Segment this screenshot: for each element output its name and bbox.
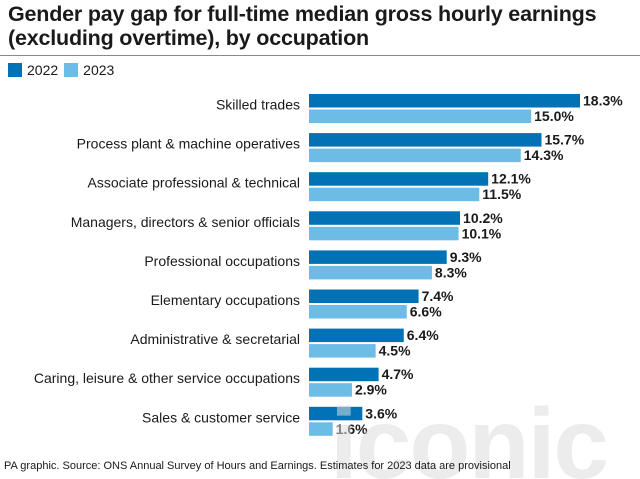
category-label-elementary-occupations: Elementary occupations (151, 292, 300, 308)
value-label-2023-process-plant-machine-operatives: 14.3% (524, 147, 564, 163)
value-label-2023-administrative-secretarial: 4.5% (379, 343, 411, 359)
bar-2022-professional-occupations (309, 250, 447, 264)
bar-2023-professional-occupations (309, 265, 432, 280)
category-label-skilled-trades: Skilled trades (216, 97, 300, 113)
bar-2023-associate-professional-technical (309, 187, 480, 202)
value-label-2023-skilled-trades: 15.0% (534, 108, 574, 124)
bar-2022-administrative-secretarial (309, 328, 404, 343)
bar-2023-skilled-trades (309, 109, 532, 123)
bar-2023-administrative-secretarial (309, 344, 376, 358)
category-label-sales-customer-service: Sales & customer service (142, 409, 300, 425)
value-label-2023-professional-occupations: 8.3% (435, 264, 467, 280)
bar-2022-associate-professional-technical (309, 172, 489, 186)
category-label-process-plant-machine-operatives: Process plant & machine operatives (77, 136, 300, 152)
bar-2022-managers-directors-senior-officials (309, 211, 461, 225)
bar-2023-caring-leisure-other-service-occupations (309, 383, 352, 397)
category-label-administrative-secretarial: Administrative & secretarial (130, 331, 300, 347)
bar-2022-process-plant-machine-operatives (309, 133, 542, 147)
value-label-2022-process-plant-machine-operatives: 15.7% (544, 132, 584, 148)
bar-2023-elementary-occupations (309, 305, 407, 319)
value-label-2023-associate-professional-technical: 11.5% (482, 186, 521, 202)
legend-swatch-2022 (8, 63, 22, 77)
legend-label-2022: 2022 (27, 62, 59, 78)
bar-2023-sales-customer-service (309, 422, 333, 436)
legend-swatch-2023 (64, 63, 79, 77)
value-label-2022-associate-professional-technical: 12.1% (491, 171, 531, 187)
value-label-2022-administrative-secretarial: 6.4% (407, 327, 439, 343)
value-label-2022-managers-directors-senior-officials: 10.2% (463, 210, 503, 226)
bar-2022-skilled-trades (309, 94, 580, 108)
value-label-2022-elementary-occupations: 7.4% (422, 288, 454, 304)
chart-title: Gender pay gap for full-time median gros… (8, 2, 597, 50)
category-label-associate-professional-technical: Associate professional & technical (88, 175, 300, 191)
bar-2023-managers-directors-senior-officials (309, 226, 459, 241)
bar-2023-process-plant-machine-operatives (309, 148, 521, 163)
value-label-2023-managers-directors-senior-officials: 10.1% (462, 225, 502, 241)
source-footer: PA graphic. Source: ONS Annual Survey of… (4, 460, 511, 472)
bar-2022-sales-customer-service (309, 406, 363, 421)
legend-item-2022: 2022 (8, 62, 58, 78)
bar-2022-elementary-occupations (309, 289, 419, 303)
value-label-2022-skilled-trades: 18.3% (583, 93, 623, 109)
title-divider (0, 55, 640, 56)
legend: 2022 2023 (8, 62, 120, 78)
category-label-caring-leisure-other-service-occupations: Caring, leisure & other service occupati… (34, 370, 300, 386)
value-label-2022-caring-leisure-other-service-occupations: 4.7% (382, 366, 414, 382)
legend-label-2023: 2023 (83, 62, 115, 78)
value-label-2023-elementary-occupations: 6.6% (410, 304, 442, 320)
category-label-professional-occupations: Professional occupations (144, 253, 300, 269)
category-label-managers-directors-senior-officials: Managers, directors & senior officials (71, 214, 300, 230)
value-label-2023-sales-customer-service: 1.6% (336, 421, 368, 437)
value-label-2022-sales-customer-service: 3.6% (365, 405, 397, 421)
legend-item-2023: 2023 (64, 62, 114, 78)
value-label-2023-caring-leisure-other-service-occupations: 2.9% (355, 382, 387, 398)
value-label-2022-professional-occupations: 9.3% (450, 249, 482, 265)
bar-2022-caring-leisure-other-service-occupations (309, 367, 379, 382)
